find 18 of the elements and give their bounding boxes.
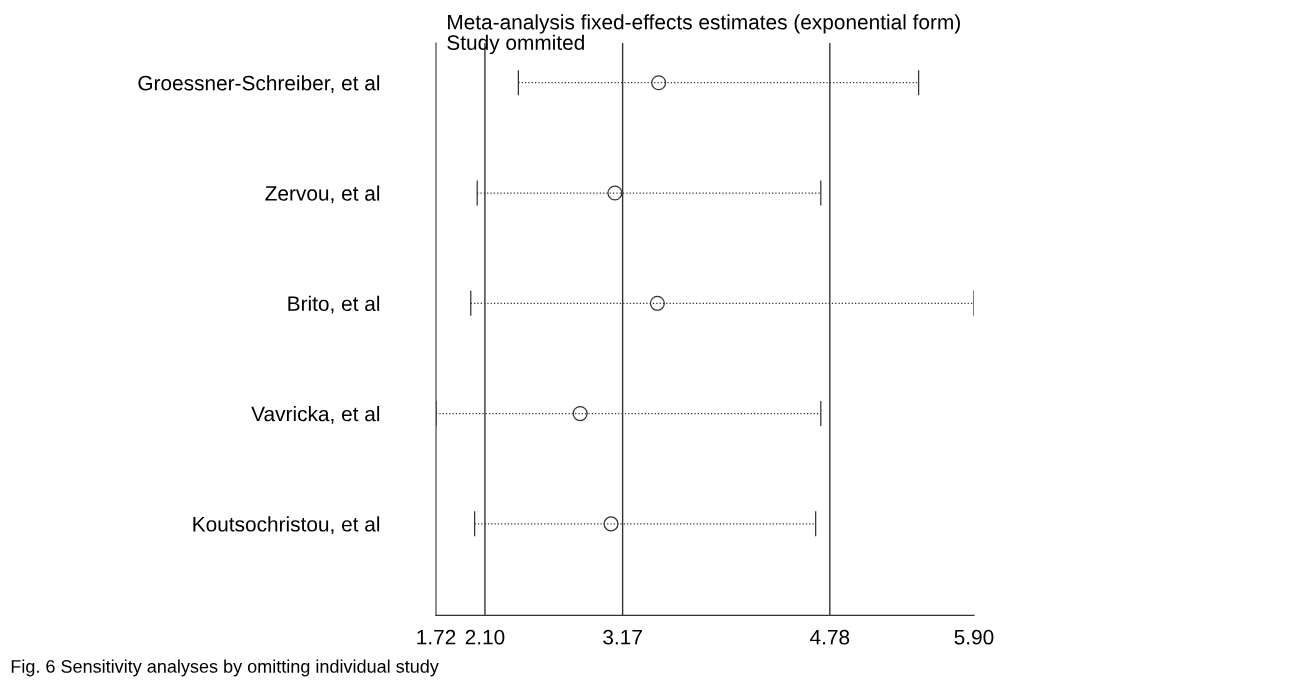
chart-subtitle: Study ommited bbox=[447, 34, 584, 55]
point bbox=[572, 406, 588, 422]
point bbox=[607, 185, 623, 201]
y-tick-label: Vavricka, et al bbox=[251, 406, 380, 424]
point bbox=[649, 295, 665, 311]
chart-title: Meta-analysis fixed-effects estimates (exponential form) bbox=[448, 14, 960, 34]
x-tick-label: 5.90 bbox=[954, 629, 994, 645]
caption: Fig. 6 Sensitivity analyses by omitting individual study bbox=[11, 659, 439, 677]
y-tick-label: Koutsochristou, et al bbox=[193, 516, 380, 535]
y-tick-label: Brito, et al bbox=[288, 295, 380, 314]
x-tick-label: 2.10 bbox=[465, 629, 505, 645]
point bbox=[603, 516, 619, 532]
y-tick-label: Groessner-Schreiber, et al bbox=[138, 75, 380, 93]
y-tick-label: Zervou, et al bbox=[265, 185, 380, 204]
x-tick-label: 4.78 bbox=[810, 629, 850, 645]
x-tick-label: 3.17 bbox=[603, 629, 642, 645]
x-tick-label: 1.72 bbox=[417, 629, 456, 645]
point bbox=[651, 75, 667, 91]
